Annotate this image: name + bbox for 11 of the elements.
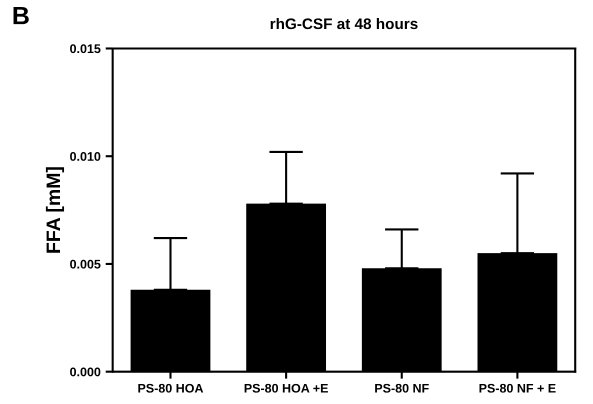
y-tick-label: 0.010 [70, 152, 100, 161]
y-tick-label: 0.000 [70, 367, 100, 376]
text: B [14, 6, 29, 24]
y-axis-title: FFA [mM] [46, 167, 64, 253]
x-tick-label: PS-80 HOA +E [244, 384, 328, 393]
x-tick-label: PS-80 NF + E [480, 384, 556, 393]
chart-title: rhG-CSF at 48 hours [270, 18, 418, 30]
x-tick-label: PS-80 NF [375, 384, 429, 393]
x-tick-label: PS-80 HOA [138, 384, 204, 393]
y-tick-label: 0.005 [70, 260, 101, 269]
y-tick-label: 0.015 [70, 44, 101, 54]
